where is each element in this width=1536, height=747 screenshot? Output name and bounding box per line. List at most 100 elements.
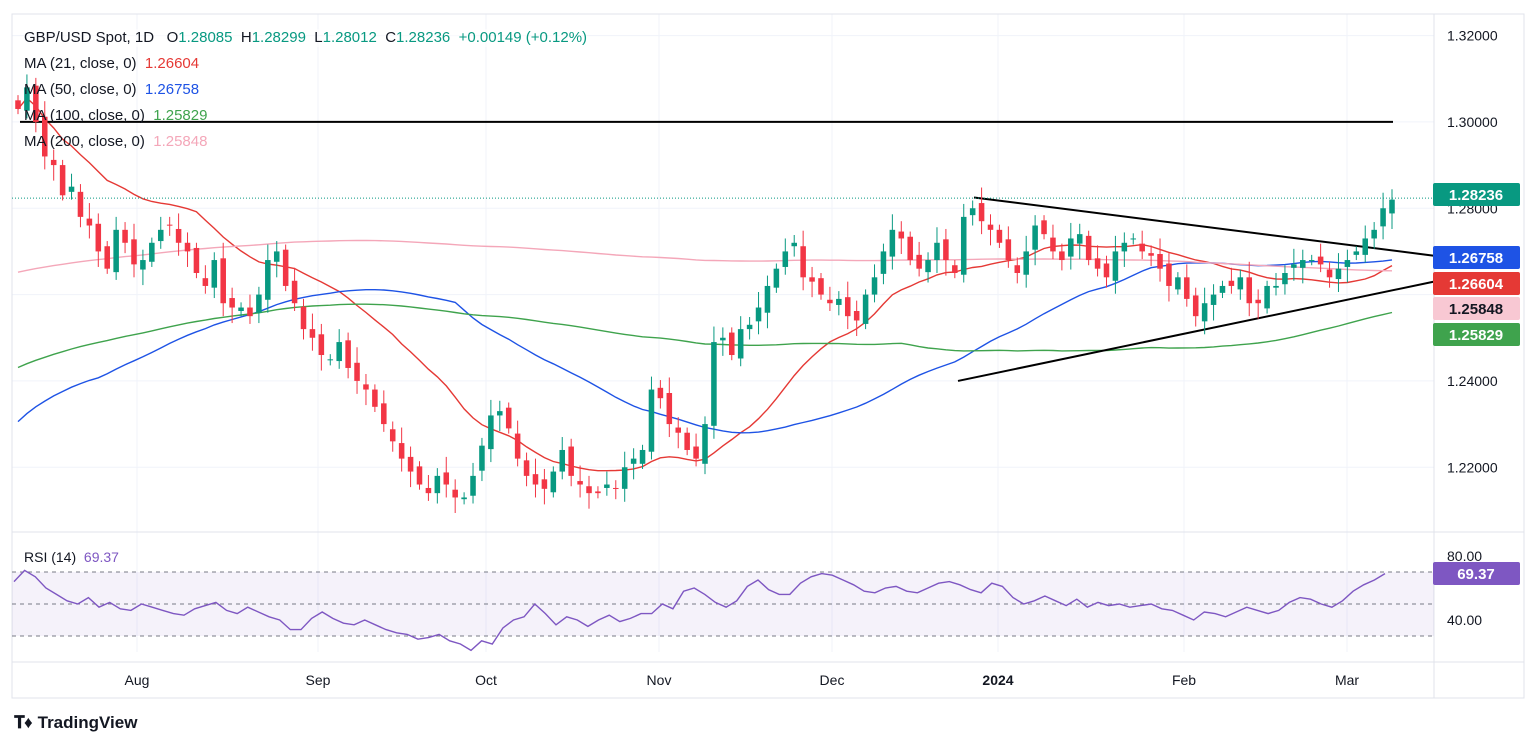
candle-body — [1300, 260, 1306, 268]
candle-body — [1282, 273, 1288, 285]
candle-body — [15, 100, 21, 109]
candle-body — [791, 242, 797, 247]
candle-body — [1192, 295, 1199, 317]
price-badge — [1433, 272, 1520, 295]
candle-body — [95, 223, 102, 252]
candle-body — [184, 242, 191, 252]
candle-body — [1130, 238, 1137, 240]
indicator-label: MA (200, close, 0) — [24, 133, 145, 150]
candle-body — [559, 449, 566, 472]
tradingview-icon: 𝐓♦ — [14, 713, 33, 732]
candle-body — [711, 342, 717, 426]
candle-body — [407, 456, 414, 472]
candle-body — [381, 403, 387, 425]
candle-body — [916, 254, 922, 269]
ma200-line — [17, 239, 1393, 273]
candle-body — [488, 415, 494, 450]
candle-body — [452, 489, 458, 498]
axes: 1.320001.300001.280001.240001.2200080.00… — [125, 28, 1520, 688]
candle-body — [1068, 238, 1074, 257]
candle-body — [291, 280, 298, 304]
indicator-ma200[interactable]: MA (200, close, 0) 1.25848 — [24, 133, 207, 151]
price-badge-label: 1.25829 — [1449, 327, 1503, 344]
indicator-value: 1.26604 — [144, 55, 200, 72]
price-badge — [1433, 246, 1520, 269]
candle-body — [1103, 263, 1110, 278]
candle-body — [782, 251, 789, 267]
candle-body — [684, 432, 690, 450]
lower-trendline — [957, 280, 1435, 382]
candle-body — [532, 474, 539, 485]
indicator-ma50[interactable]: MA (50, close, 0) 1.26758 — [24, 81, 199, 99]
candle-body — [969, 208, 976, 216]
candle-body — [1032, 225, 1038, 250]
candle-body — [1371, 229, 1377, 239]
candle-body — [1184, 277, 1190, 299]
candle-body — [309, 329, 316, 338]
candle-body — [1023, 251, 1029, 275]
ma100-line — [17, 303, 1393, 369]
candle-body — [934, 242, 940, 261]
candle-body — [1362, 238, 1368, 255]
candle-body — [229, 298, 235, 308]
symbol-name[interactable]: GBP/USD Spot — [24, 29, 127, 46]
candle-body — [86, 218, 93, 226]
price-badge-label: 1.26758 — [1449, 250, 1503, 267]
price-badge — [1433, 183, 1520, 206]
indicator-ma21[interactable]: MA (21, close, 0) 1.26604 — [24, 55, 199, 73]
candle-body — [978, 203, 985, 222]
candle-body — [166, 224, 173, 226]
candle-body — [1317, 256, 1324, 265]
candle-body — [737, 329, 744, 359]
candle-body — [122, 229, 128, 243]
candle-body — [505, 407, 512, 429]
candle-body — [1041, 220, 1047, 235]
candle-body — [211, 260, 218, 288]
candle-body — [238, 307, 244, 311]
candle-body — [363, 384, 369, 390]
candle-body — [960, 216, 967, 275]
candle-body — [925, 260, 931, 273]
candle-body — [952, 265, 958, 273]
indicator-ma100[interactable]: MA (100, close, 0) 1.25829 — [24, 107, 207, 125]
brand-name: TradingView — [37, 713, 138, 732]
candle-body — [1050, 237, 1056, 252]
candle-body — [1139, 243, 1145, 252]
candle-body — [425, 487, 432, 494]
interval-label[interactable]: 1D — [134, 29, 155, 46]
candle-body — [1308, 260, 1315, 262]
candle-body — [1175, 277, 1181, 290]
candle-body — [1014, 265, 1021, 273]
candle-body — [1246, 277, 1253, 304]
candle-body — [59, 165, 66, 196]
candle-body — [764, 285, 771, 313]
candle-body — [729, 332, 735, 356]
candle-body — [898, 231, 905, 239]
upper-trendline — [973, 196, 1435, 257]
candle-body — [862, 294, 869, 324]
candle-body — [104, 246, 110, 269]
candle-body — [577, 481, 583, 485]
candle-body — [247, 307, 253, 317]
low-value: 1.28012 — [322, 29, 377, 46]
indicator-label: MA (100, close, 0) — [24, 107, 145, 124]
high-label: H — [240, 29, 252, 46]
candle-body — [630, 458, 637, 464]
candle-body — [541, 479, 548, 489]
candle-body — [1005, 239, 1012, 261]
candle-body — [746, 324, 753, 330]
trendlines — [12, 120, 1435, 382]
rsi-badge-label: 69.37 — [1457, 566, 1495, 583]
candle-body — [1389, 199, 1395, 214]
change-value: +0.00149 (+0.12%) — [458, 29, 588, 46]
candle-body — [1166, 263, 1172, 286]
candle-body — [809, 277, 815, 282]
candle-body — [479, 445, 485, 471]
tradingview-logo[interactable]: 𝐓♦ TradingView — [14, 713, 137, 733]
rsi-line — [13, 569, 1386, 652]
close-value: 1.28236 — [396, 29, 451, 46]
candle-body — [265, 260, 271, 300]
rsi-legend[interactable]: RSI (14) 69.37 — [24, 548, 119, 566]
candle-body — [345, 340, 351, 368]
